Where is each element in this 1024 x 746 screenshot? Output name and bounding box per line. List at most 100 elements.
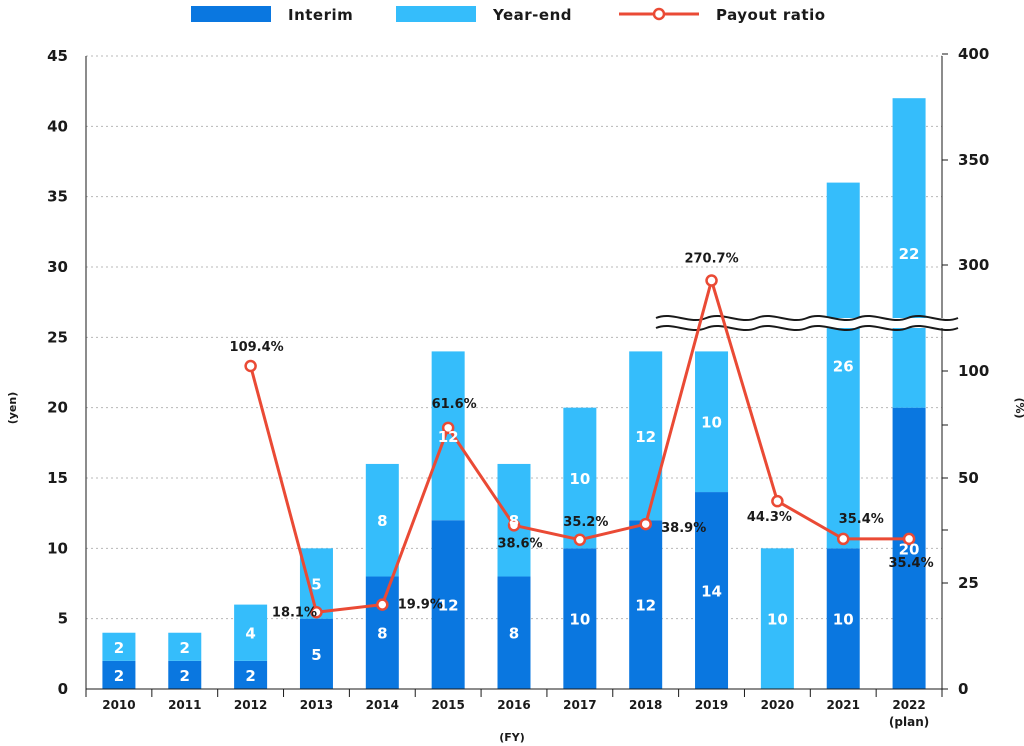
payout-point [902,532,916,546]
legend-swatch-interim [191,6,271,22]
legend-label-year-end: Year-end [492,6,572,24]
legend-label-payout: Payout ratio [716,6,826,24]
bar-label-year-end: 5 [311,576,321,594]
payout-label: 44.3% [747,510,792,525]
bar-label-interim: 10 [569,611,590,629]
payout-label: 38.9% [661,521,706,536]
bar-label-interim: 2 [180,667,190,685]
legend-swatch-year-end [396,6,476,22]
payout-label: 38.6% [497,536,542,551]
bar-year-end [365,463,399,577]
payout-point [836,532,850,546]
bar-interim [234,660,268,689]
x-axis-title: (FY) [499,731,525,744]
legend: Interim Year-end Payout ratio [191,6,826,24]
bar-interim [695,492,729,689]
payout-point [310,606,323,619]
bar-year-end [892,98,926,408]
bar-interim [892,407,926,689]
y2-tick-label: 0 [958,680,968,698]
payout-point [573,533,587,547]
legend-swatch-payout-marker [652,7,666,21]
bar-interim [826,548,860,689]
x-tick-sublabel: (plan) [889,715,929,729]
bar-label-interim: 20 [899,540,920,558]
bar-year-end [168,632,202,661]
x-tick-label: 2021 [827,698,860,712]
payout-label: 35.4% [889,556,934,571]
bar-interim [102,660,136,689]
x-tick-label: 2012 [234,698,267,712]
bar-year-end [102,632,136,661]
bar-interim [431,520,465,689]
payout-label: 270.7% [684,252,738,267]
bar-year-end [629,351,663,521]
payout-point [244,359,257,373]
y-tick-label: 25 [47,328,68,346]
bar-label-interim: 8 [509,625,519,643]
bar-year-end [431,351,465,521]
bar-year-end [234,604,268,661]
payout-point [639,517,652,531]
bar-label-interim: 14 [701,583,722,601]
bar-label-year-end: 22 [899,245,920,263]
bar-label-year-end: 26 [833,357,854,375]
y-tick-label: 30 [47,258,68,276]
bar-label-year-end: 10 [701,414,722,432]
y-tick-label: 0 [58,680,68,698]
x-tick-label: 2011 [168,698,201,712]
bar-label-year-end: 8 [377,512,387,530]
bar-year-end [760,548,794,689]
y2-tick-label: 350 [958,151,989,169]
x-tick-label: 2016 [497,698,530,712]
bar-label-interim: 8 [377,625,387,643]
bar-label-interim: 5 [311,646,321,664]
payout-label: 109.4% [230,340,284,355]
bars [102,98,926,689]
bar-label-year-end: 10 [767,611,788,629]
bar-interim [299,618,333,689]
axis-break-marker [655,315,959,331]
x-tick-label: 2015 [431,698,464,712]
payout-label: 19.9% [398,598,443,613]
y-tick-label: 45 [47,47,68,65]
bar-interim [497,576,531,689]
bar-year-end [563,407,597,549]
x-tick-label: 2019 [695,698,728,712]
bar-label-year-end: 2 [114,639,124,657]
x-tick-label: 2010 [102,698,135,712]
y2-tick-label: 50 [958,469,979,487]
legend-label-interim: Interim [288,6,353,24]
payout-label: 35.4% [839,512,884,527]
payout-point [376,598,389,611]
y2-axis-title: (%) [1013,397,1024,418]
y-tick-label: 5 [58,610,68,628]
y2-tick-label: 400 [958,45,989,63]
y-tick-label: 10 [47,539,68,557]
y2-tick-label: 300 [958,256,989,274]
payout-point [705,274,718,287]
axis-break-gap [656,318,958,328]
axis-break-line [655,325,959,331]
bar-interim [629,520,663,689]
bar-interim [168,660,202,689]
bar-label-year-end: 12 [635,428,656,446]
bar-year-end [695,351,729,493]
payout-label: 61.6% [432,397,477,412]
payout-ratio-line [244,274,916,619]
x-tick-label: 2022 [892,698,925,712]
payout-label: 35.2% [563,515,608,530]
bar-interim [365,576,399,689]
bar-year-end [826,182,860,549]
bar-label-interim: 12 [635,597,656,615]
payout-point [771,494,784,508]
x-tick-label: 2017 [563,698,596,712]
payout-point [441,421,455,435]
y-tick-label: 15 [47,469,68,487]
bar-interim [563,548,597,689]
x-tick-label: 2013 [300,698,333,712]
y-tick-label: 20 [47,399,68,417]
